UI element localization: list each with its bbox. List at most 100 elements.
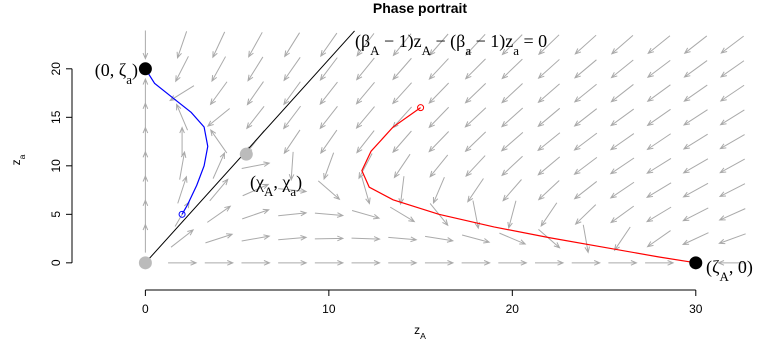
field-arrow bbox=[205, 233, 234, 244]
annotation: (0, ζa) bbox=[95, 60, 138, 87]
field-arrow bbox=[319, 105, 338, 130]
field-arrow bbox=[319, 57, 338, 82]
annotation-part: ) bbox=[296, 172, 302, 193]
field-arrow bbox=[465, 33, 486, 56]
field-arrow bbox=[574, 34, 597, 55]
field-arrow bbox=[501, 58, 523, 80]
field-arrow bbox=[540, 202, 558, 227]
field-arrow bbox=[392, 82, 412, 105]
field-arrow bbox=[609, 133, 635, 151]
field-arrow bbox=[314, 235, 345, 242]
field-arrow bbox=[356, 130, 375, 154]
field-arrow bbox=[142, 223, 149, 253]
field-arrow bbox=[501, 83, 523, 104]
field-arrow bbox=[719, 158, 745, 174]
field-arrow bbox=[609, 181, 635, 199]
field-arrow bbox=[507, 200, 517, 230]
field-arrow bbox=[355, 106, 375, 130]
field-arrow bbox=[646, 230, 671, 248]
field-arrow bbox=[683, 84, 708, 102]
annotation-part: (χ bbox=[250, 172, 264, 193]
field-arrow bbox=[718, 208, 746, 221]
field-arrow bbox=[720, 35, 744, 54]
y-axis-label-part: z bbox=[9, 159, 23, 165]
x-tick-label: 10 bbox=[322, 302, 336, 316]
annotation-part: , χ bbox=[273, 172, 290, 192]
field-arrow bbox=[283, 57, 301, 82]
field-arrow bbox=[683, 35, 708, 54]
field-arrow bbox=[207, 205, 232, 223]
annotation-part: − (β bbox=[431, 31, 465, 52]
annotation-part: a bbox=[290, 184, 296, 199]
field-arrow bbox=[284, 32, 301, 58]
field-arrow bbox=[608, 260, 638, 266]
x-tick-label: 30 bbox=[689, 302, 703, 316]
field-arrow bbox=[176, 103, 189, 131]
field-arrow bbox=[355, 82, 375, 105]
field-arrow bbox=[248, 32, 263, 58]
field-arrow bbox=[718, 183, 746, 198]
field-arrow bbox=[609, 157, 635, 175]
field-arrow bbox=[461, 234, 491, 244]
field-arrow bbox=[142, 174, 149, 205]
field-arrow bbox=[465, 155, 486, 177]
isocline bbox=[145, 30, 355, 264]
field-arrow bbox=[393, 153, 411, 179]
field-arrow bbox=[428, 58, 449, 80]
annotation: (βA − 1)zA − (βa − 1)za = 0 bbox=[355, 31, 547, 58]
field-arrow bbox=[428, 33, 449, 57]
field-arrow bbox=[428, 131, 450, 153]
field-arrow bbox=[210, 129, 228, 154]
field-arrow bbox=[718, 233, 746, 245]
field-arrow bbox=[388, 260, 418, 266]
field-arrow bbox=[681, 232, 709, 246]
field-arrow bbox=[355, 57, 375, 81]
field-arrow bbox=[646, 84, 671, 103]
field-arrow bbox=[646, 133, 671, 151]
field-arrow bbox=[467, 178, 484, 203]
field-arrow bbox=[142, 126, 149, 156]
field-arrow bbox=[573, 108, 598, 127]
field-arrow bbox=[212, 31, 226, 59]
field-arrow bbox=[389, 206, 416, 223]
field-arrow bbox=[682, 158, 709, 174]
field-arrow bbox=[573, 59, 597, 79]
field-arrow bbox=[573, 83, 597, 103]
field-arrow bbox=[464, 107, 487, 128]
field-arrow bbox=[537, 132, 561, 152]
field-arrow bbox=[242, 208, 270, 220]
equilibrium-point bbox=[239, 147, 253, 161]
field-arrow bbox=[646, 157, 672, 174]
annotation-part: a bbox=[465, 43, 471, 58]
field-arrow bbox=[428, 106, 450, 129]
field-arrow bbox=[356, 33, 375, 57]
field-arrow bbox=[288, 151, 295, 182]
x-axis-label: zA bbox=[414, 323, 426, 341]
field-arrow bbox=[212, 151, 225, 179]
field-arrow bbox=[537, 59, 560, 80]
field-arrow bbox=[211, 56, 226, 83]
field-arrow bbox=[323, 152, 335, 181]
field-arrow bbox=[392, 33, 412, 57]
field-arrow bbox=[241, 234, 271, 242]
field-arrow bbox=[175, 56, 189, 83]
field-arrow bbox=[498, 260, 528, 266]
field-arrow bbox=[388, 236, 418, 243]
y-axis-label-part: a bbox=[17, 154, 27, 159]
field-arrow bbox=[582, 224, 590, 254]
field-arrow bbox=[537, 83, 560, 104]
field-arrow bbox=[398, 176, 405, 206]
field-arrow bbox=[278, 210, 308, 217]
annotation-part: a bbox=[126, 72, 132, 87]
field-arrow bbox=[319, 81, 338, 106]
annotation-part: A bbox=[264, 184, 274, 199]
field-arrow bbox=[613, 226, 631, 252]
field-arrow bbox=[351, 209, 381, 220]
field-arrow bbox=[142, 30, 149, 60]
field-arrow bbox=[682, 207, 709, 222]
field-arrow bbox=[361, 176, 371, 205]
field-arrow bbox=[537, 107, 561, 128]
field-arrow bbox=[538, 229, 561, 249]
field-arrow bbox=[209, 81, 228, 106]
field-arrow bbox=[719, 60, 745, 78]
